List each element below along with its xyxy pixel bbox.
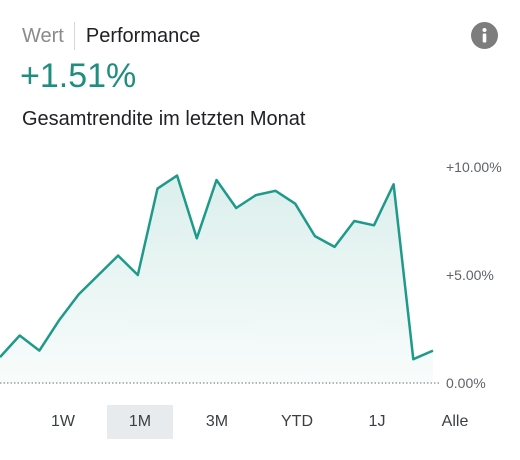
performance-value: +1.51% xyxy=(20,57,137,95)
view-tabs: Wert Performance xyxy=(22,22,200,50)
y-tick-label: +5.00% xyxy=(446,267,494,283)
y-tick-label: +10.00% xyxy=(446,159,502,175)
info-glyph xyxy=(482,28,487,43)
range-option-1w[interactable]: 1W xyxy=(51,413,75,430)
tab-divider xyxy=(73,22,75,50)
performance-description: Gesamtrendite im letzten Monat xyxy=(22,108,306,130)
y-tick-label: 0.00% xyxy=(446,375,486,391)
range-option-1m[interactable]: 1M xyxy=(107,405,173,439)
range-selector: 1W 1M 3M YTD 1J Alle xyxy=(0,405,520,439)
info-icon[interactable] xyxy=(471,22,498,49)
range-option-1j[interactable]: 1J xyxy=(368,413,386,430)
range-option-3m[interactable]: 3M xyxy=(205,413,229,430)
performance-chart: +10.00% +5.00% 0.00% xyxy=(0,159,502,391)
range-option-ytd[interactable]: YTD xyxy=(281,413,313,430)
tab-performance[interactable]: Performance xyxy=(85,25,201,47)
range-option-alle[interactable]: Alle xyxy=(441,413,469,430)
series-line xyxy=(0,174,434,361)
tab-wert[interactable]: Wert xyxy=(22,25,64,47)
series-area xyxy=(0,175,433,383)
